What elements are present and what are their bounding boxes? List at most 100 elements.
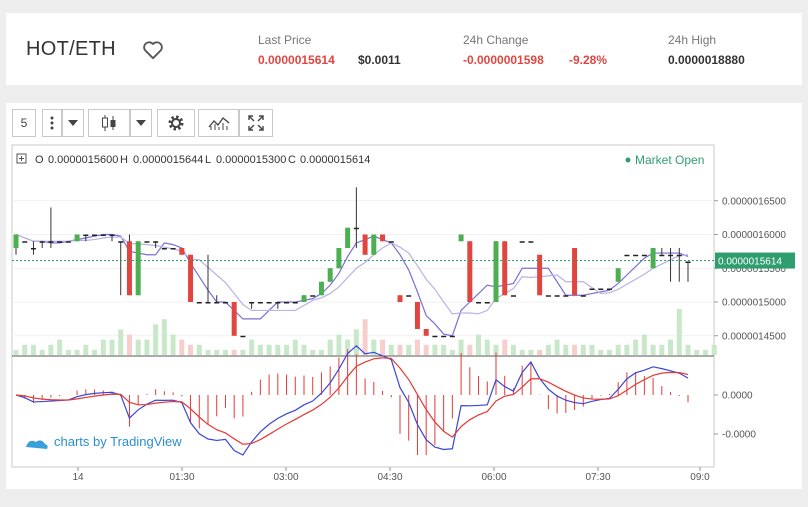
- volume-bar: [161, 319, 167, 355]
- candle-body: [545, 295, 551, 297]
- market-status: Market Open: [635, 153, 704, 167]
- macd-histogram: [24, 349, 689, 456]
- volume-bar: [284, 344, 290, 355]
- candle-body: [528, 241, 534, 243]
- cloud-icon: [26, 440, 48, 449]
- volume-bar: [118, 329, 124, 355]
- volume-bar: [528, 349, 534, 355]
- volume-bar: [83, 344, 89, 355]
- ohlc-close: 0.0000015614: [300, 154, 370, 166]
- volume-bar: [135, 339, 141, 355]
- volume-bar: [188, 344, 194, 355]
- fullscreen-icon[interactable]: [239, 109, 273, 137]
- candle-body: [519, 241, 525, 243]
- macd-tick-label: -0.0000: [722, 430, 756, 441]
- time-tick-label: 07:30: [585, 472, 610, 483]
- candle-body: [659, 254, 665, 257]
- volume-bar: [537, 349, 543, 355]
- last-price-value: 0.0000015614: [258, 53, 335, 67]
- chevron-down-icon[interactable]: [62, 109, 84, 137]
- price-axis: 0.0000014500 0.0000015000 0.0000015500 0.00…: [714, 196, 795, 441]
- volume-bar: [641, 334, 647, 355]
- volume-bar: [65, 349, 71, 355]
- candle-body: [572, 248, 578, 296]
- volume-bar: [510, 344, 516, 355]
- indicators-icon[interactable]: [198, 109, 239, 137]
- moving-averages: [15, 233, 689, 337]
- candle-body: [65, 241, 71, 243]
- watermark-text: charts by TradingView: [54, 434, 182, 449]
- candle-body: [406, 295, 412, 297]
- volume-bar: [380, 339, 386, 355]
- candle-body: [537, 254, 543, 296]
- candle-body: [57, 241, 63, 243]
- volume-bar: [702, 349, 708, 355]
- candle-body: [196, 302, 202, 304]
- price-tick-label: 0.0000015000: [722, 298, 786, 309]
- ohlc-c-label: C: [288, 154, 296, 166]
- more-vertical-icon[interactable]: [42, 109, 62, 137]
- volume-bar: [57, 339, 63, 355]
- volume-bar: [563, 344, 569, 355]
- heart-icon[interactable]: [142, 40, 164, 60]
- volume-bar: [170, 334, 176, 355]
- candle-body: [362, 234, 368, 255]
- volume-bar: [39, 349, 45, 355]
- time-tick-label: 04:30: [377, 472, 402, 483]
- last-price-usd: $0.0011: [358, 53, 401, 67]
- candle-body: [284, 302, 290, 304]
- high-value: 0.0000018880: [668, 53, 745, 67]
- candle-body: [449, 335, 455, 338]
- candle-body: [275, 302, 281, 304]
- plot-frame: [11, 144, 715, 468]
- candle-body: [292, 302, 298, 304]
- candle-body: [650, 248, 656, 269]
- volume-bar: [633, 339, 639, 355]
- current-price-tag: [715, 252, 795, 269]
- volume-bar: [362, 319, 368, 355]
- volume-bar: [615, 344, 621, 355]
- volume-bar: [292, 339, 298, 355]
- volume-bar: [126, 334, 132, 355]
- price-tick-label: 0.0000016500: [722, 196, 786, 207]
- volume-bar: [48, 344, 54, 355]
- candle-body: [179, 248, 185, 255]
- gear-icon[interactable]: [157, 109, 195, 137]
- volume-bars: [13, 309, 717, 355]
- volume-bar: [650, 344, 656, 355]
- macd-line: [15, 344, 689, 456]
- price-tick-label: 0.0000015500: [722, 264, 786, 275]
- volume-bar: [266, 344, 272, 355]
- volume-bar: [476, 334, 482, 355]
- price-chart[interactable]: 0.0000014500 0.0000015000 0.0000015500 0.00…: [6, 103, 802, 489]
- ohlc-l-label: L: [205, 154, 211, 166]
- volume-bar: [423, 344, 429, 355]
- candlestick-icon[interactable]: [88, 109, 130, 137]
- price-tick-label: 0.0000016000: [722, 230, 786, 241]
- collapse-icon[interactable]: [16, 153, 27, 164]
- candle-body: [231, 302, 237, 336]
- price-tick-label: 0.0000014500: [722, 331, 786, 342]
- volume-bar: [545, 344, 551, 355]
- volume-bar: [711, 344, 717, 355]
- candle-body: [249, 302, 255, 304]
- candle-body: [222, 302, 228, 304]
- candle-body: [240, 335, 246, 338]
- candle-body: [554, 295, 560, 297]
- volume-bar: [100, 339, 106, 355]
- high-label: 24h High: [668, 33, 717, 47]
- volume-bar: [519, 349, 525, 355]
- tradingview-watermark[interactable]: charts by TradingView: [26, 434, 182, 449]
- chevron-down-icon[interactable]: [130, 109, 152, 137]
- change-percent: -9.28%: [569, 53, 608, 67]
- candle-body: [624, 254, 630, 257]
- candle-body: [353, 227, 359, 230]
- candle-body: [423, 329, 429, 336]
- candle-body: [484, 302, 490, 304]
- candle-body: [676, 254, 682, 257]
- candle-body: [118, 241, 124, 243]
- candle-body: [188, 254, 194, 302]
- interval-button[interactable]: 5: [12, 109, 36, 137]
- volume-bar: [318, 349, 324, 355]
- volume-bar: [109, 339, 115, 355]
